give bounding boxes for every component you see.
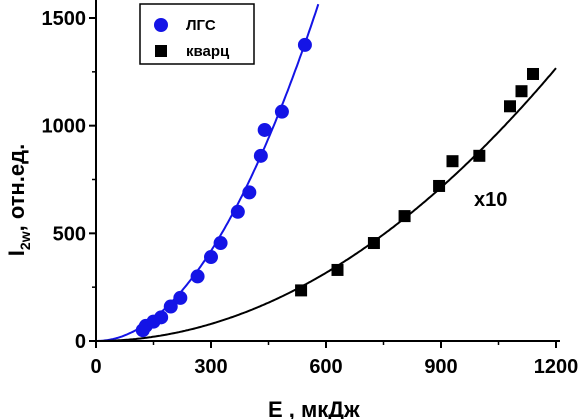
- data-point-lgs: [204, 250, 218, 265]
- y-axis-title: I2w, отн.ед.: [4, 144, 33, 256]
- x-axis-title-rest: , мкДж: [283, 397, 360, 419]
- x-axis-title: E , мкДж: [268, 397, 360, 419]
- annotation-x10: x10: [474, 189, 507, 211]
- x-tick-label: 0: [90, 356, 101, 378]
- data-point-lgs: [190, 269, 205, 284]
- data-point-quartz: [398, 210, 411, 223]
- x-tick-label: 600: [309, 356, 342, 378]
- data-point-quartz: [515, 85, 528, 98]
- y-tick-label: 0: [75, 331, 86, 353]
- data-point-lgs: [253, 148, 268, 163]
- data-point-quartz: [295, 284, 308, 297]
- data-point-lgs: [230, 204, 245, 219]
- data-point-quartz: [331, 263, 344, 276]
- data-point-quartz: [527, 67, 539, 80]
- x-tick-label: 1200: [534, 356, 579, 378]
- data-point-lgs: [257, 122, 272, 137]
- x-tick-label: 300: [194, 356, 227, 378]
- legend-label-lgs: ЛГС: [186, 17, 216, 34]
- data-point-quartz: [446, 155, 459, 168]
- y-axis-title-main: I: [4, 250, 29, 256]
- data-point-lgs: [213, 236, 228, 251]
- data-point-quartz: [367, 237, 380, 250]
- y-axis-title-rest: , отн.ед.: [4, 144, 29, 232]
- data-point-lgs: [173, 290, 188, 305]
- data-point-lgs: [242, 185, 257, 200]
- y-tick-label: 500: [53, 223, 86, 245]
- x-axis-title-main: E: [268, 397, 283, 419]
- legend-marker-quartz: [155, 45, 167, 57]
- data-point-lgs: [163, 299, 178, 314]
- y-tick-label: 1000: [42, 116, 87, 138]
- data-point-quartz: [433, 179, 446, 192]
- svg-text:I2w, отн.ед.: I2w, отн.ед.: [4, 144, 33, 256]
- legend-label-quartz: кварц: [186, 43, 230, 60]
- x-tick-label: 900: [424, 356, 457, 378]
- y-tick-label: 1500: [42, 8, 87, 30]
- legend-marker-lgs: [154, 18, 168, 32]
- data-point-lgs: [274, 104, 289, 119]
- data-point-lgs: [154, 310, 169, 325]
- y-axis-title-sub: 2w: [17, 231, 33, 250]
- data-point-quartz: [473, 149, 486, 162]
- data-point-lgs: [297, 37, 312, 52]
- data-point-quartz: [504, 100, 516, 113]
